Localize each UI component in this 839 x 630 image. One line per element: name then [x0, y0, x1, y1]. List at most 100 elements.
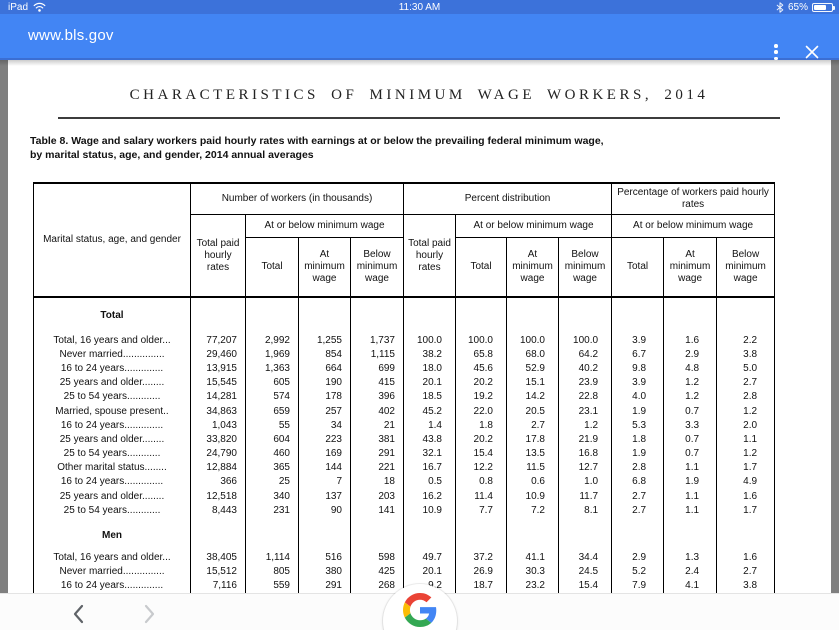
row-label-cell: 25 years and older........ — [33, 432, 191, 447]
value-cell: 43.8 — [403, 432, 456, 447]
value-cell: 4.1 — [663, 578, 718, 593]
value-cell: 5.2 — [611, 564, 665, 579]
table-row: Total, 16 years and older... 77,207 2,992 1… — [33, 333, 776, 348]
value-cell — [663, 517, 718, 526]
value-cell — [190, 517, 246, 526]
overflow-menu-icon[interactable] — [774, 44, 778, 63]
value-cell: 8,443 — [190, 503, 246, 518]
value-cell: 38,405 — [190, 550, 246, 565]
page-left-margin — [0, 60, 8, 593]
value-cell: 1.8 — [455, 418, 507, 433]
value-cell: 604 — [245, 432, 299, 447]
value-cell: 8.1 — [557, 503, 613, 518]
value-cell: 137 — [298, 489, 351, 504]
value-cell: 24.5 — [557, 564, 613, 579]
value-cell: 12.7 — [557, 460, 613, 475]
value-cell: 365 — [245, 460, 299, 475]
value-cell: 26.9 — [455, 564, 507, 579]
value-cell: 516 — [298, 550, 351, 565]
value-cell: 1.2 — [716, 403, 776, 419]
value-cell: 32.1 — [403, 446, 456, 461]
value-cell: 5.3 — [611, 418, 665, 433]
table-row: 16 to 24 years.............. 1,043 55 34 21 1… — [33, 418, 776, 433]
table-row: 25 years and older........ 15,545 605 190 41… — [33, 375, 776, 390]
value-cell: 20.2 — [455, 375, 507, 390]
value-cell: 18.7 — [455, 578, 507, 593]
col-header-total: Total — [611, 237, 665, 298]
value-cell — [557, 545, 613, 551]
value-cell: 23.9 — [557, 375, 613, 390]
table-row: 25 years and older........ 12,518 340 137 20… — [33, 489, 776, 504]
subheader-at-or-below: At or below minimum wage — [454, 214, 613, 238]
value-cell: 4.0 — [611, 389, 665, 404]
table-row: 16 to 24 years.............. 13,915 1,363 6… — [33, 361, 776, 376]
value-cell: 23.1 — [557, 403, 613, 419]
col-header-total: Total — [455, 237, 507, 298]
value-cell: 6.7 — [611, 347, 665, 362]
value-cell: 0.7 — [663, 446, 718, 461]
value-cell: 49.7 — [403, 550, 456, 565]
value-cell: 1.2 — [716, 446, 776, 461]
table-row: Never married............... 29,460 1,969 8… — [33, 347, 776, 362]
value-cell: 1.4 — [403, 418, 456, 433]
value-cell: 6.8 — [611, 474, 665, 490]
row-label-cell: 25 years and older........ — [33, 375, 191, 390]
value-cell: 1,969 — [245, 347, 299, 362]
url-field[interactable]: www.bls.gov — [28, 27, 114, 44]
value-cell: 20.1 — [403, 375, 456, 390]
value-cell — [716, 297, 776, 333]
value-cell: 2.9 — [611, 550, 665, 565]
value-cell: 1.6 — [663, 333, 718, 348]
row-label-cell: 16 to 24 years.............. — [33, 361, 191, 376]
value-cell — [716, 525, 776, 546]
value-cell — [611, 297, 665, 333]
back-button[interactable] — [66, 602, 90, 626]
value-cell: 0.7 — [663, 432, 718, 447]
value-cell — [716, 545, 776, 551]
value-cell — [350, 297, 404, 333]
value-cell: 1.7 — [716, 460, 776, 475]
value-cell: 699 — [350, 361, 404, 376]
value-cell: 2.7 — [611, 503, 665, 518]
value-cell: 291 — [298, 578, 351, 593]
value-cell: 9.8 — [611, 361, 665, 376]
row-label-cell: Other marital status........ — [33, 460, 191, 475]
value-cell: 17.8 — [506, 432, 559, 447]
value-cell: 1,114 — [245, 550, 299, 565]
value-cell — [245, 525, 299, 546]
table-row: 25 to 54 years............ 14,281 574 178 39… — [33, 389, 776, 404]
value-cell: 12,884 — [190, 460, 246, 475]
close-icon[interactable] — [804, 44, 820, 60]
bluetooth-icon — [776, 1, 784, 13]
forward-button[interactable] — [138, 602, 162, 626]
value-cell: 15,545 — [190, 375, 246, 390]
value-cell: 65.8 — [455, 347, 507, 362]
value-cell: 0.8 — [455, 474, 507, 490]
value-cell: 1.1 — [663, 460, 718, 475]
value-cell: 34 — [298, 418, 351, 433]
col-header-below-min: Below minimum wage — [557, 237, 613, 298]
value-cell: 340 — [245, 489, 299, 504]
value-cell: 1.7 — [716, 503, 776, 518]
value-cell: 25 — [245, 474, 299, 490]
value-cell — [557, 517, 613, 526]
scrollbar[interactable] — [831, 60, 839, 593]
value-cell: 40.2 — [557, 361, 613, 376]
value-cell: 381 — [350, 432, 404, 447]
value-cell: 2.2 — [716, 333, 776, 348]
value-cell: 396 — [350, 389, 404, 404]
table-caption-line2: by marital status, age, and gender, 2014… — [30, 149, 314, 161]
value-cell: 1,737 — [350, 333, 404, 348]
stub-header: Marital status, age, and gender — [33, 182, 191, 298]
value-cell: 574 — [245, 389, 299, 404]
value-cell: 366 — [190, 474, 246, 490]
value-cell: 1,115 — [350, 347, 404, 362]
google-logo-icon — [403, 593, 437, 627]
value-cell: 190 — [298, 375, 351, 390]
value-cell: 1.1 — [663, 503, 718, 518]
value-cell — [403, 297, 456, 333]
value-cell: 1.1 — [716, 432, 776, 447]
value-cell: 23.2 — [506, 578, 559, 593]
value-cell — [403, 517, 456, 526]
table-row: Other marital status........ 12,884 365 144… — [33, 460, 776, 475]
